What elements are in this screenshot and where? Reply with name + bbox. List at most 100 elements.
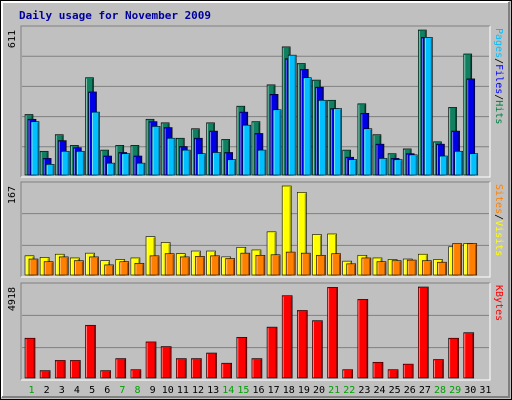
bar-fill xyxy=(333,108,342,176)
panel-bot-legend: KBytes xyxy=(493,285,504,321)
bar-pages-day-6 xyxy=(106,162,115,176)
bar-fill xyxy=(240,252,251,276)
bar-pages-day-30 xyxy=(469,153,479,176)
x-tick-label-day-21: 21 xyxy=(328,385,340,396)
bar-pages-day-4 xyxy=(76,150,85,176)
x-tick-label-day-1: 1 xyxy=(29,385,35,396)
bar-fill xyxy=(206,352,217,379)
bar-kbytes-day-13 xyxy=(206,352,217,379)
bar-sites-day-14 xyxy=(225,258,235,276)
bar-fill xyxy=(45,164,55,176)
bar-sites-day-23 xyxy=(361,257,372,276)
bar-fill xyxy=(227,159,236,176)
bar-pages-day-27 xyxy=(424,37,433,176)
bar-sites-day-29 xyxy=(452,243,462,276)
bar-fill xyxy=(452,243,462,276)
bar-kbytes-day-5 xyxy=(85,324,96,379)
bar-fill xyxy=(327,287,338,379)
bar-fill xyxy=(331,253,341,276)
bar-pages-day-21 xyxy=(333,108,342,176)
bar-fill xyxy=(149,255,160,276)
bar-kbytes-day-20 xyxy=(312,320,323,379)
bar-fill xyxy=(281,295,293,379)
bar-sites-day-28 xyxy=(437,261,447,276)
bar-fill xyxy=(121,153,131,176)
bar-kbytes-day-18 xyxy=(281,295,293,379)
bar-fill xyxy=(378,158,388,176)
bar-fill xyxy=(195,256,205,276)
bar-fill xyxy=(376,261,387,276)
bar-kbytes-day-12 xyxy=(191,358,202,379)
bar-fill xyxy=(297,310,308,379)
x-tick-label-day-19: 19 xyxy=(298,385,310,396)
bar-fill xyxy=(130,369,142,379)
bar-fill xyxy=(100,370,111,379)
bar-fill xyxy=(104,264,114,276)
bar-pages-day-7 xyxy=(121,153,131,176)
x-tick-label-day-2: 2 xyxy=(44,385,50,396)
bar-pages-day-28 xyxy=(439,155,448,176)
bar-fill xyxy=(469,153,479,176)
legend-item: Files xyxy=(493,64,504,94)
bar-fill xyxy=(145,341,157,379)
bar-pages-day-10 xyxy=(166,137,176,176)
panel-bot: 4918 KBytes xyxy=(7,282,504,381)
bar-fill xyxy=(387,369,399,379)
legend-item: / xyxy=(493,214,504,220)
bar-pages-day-5 xyxy=(91,111,100,176)
x-tick-label-day-11: 11 xyxy=(177,385,189,396)
bar-kbytes-day-8 xyxy=(130,369,142,379)
bar-fill xyxy=(454,150,463,176)
bar-fill xyxy=(242,124,252,176)
bar-fill xyxy=(363,128,373,176)
x-tick-label-day-28: 28 xyxy=(434,385,446,396)
bar-pages-day-8 xyxy=(136,162,146,176)
bar-kbytes-day-17 xyxy=(266,326,278,379)
bar-fill xyxy=(43,261,54,276)
bar-fill xyxy=(119,261,130,276)
bar-fill xyxy=(54,360,66,379)
bar-fill xyxy=(236,336,248,379)
x-tick-label-day-14: 14 xyxy=(222,385,234,396)
bar-sites-day-24 xyxy=(376,261,387,276)
x-tick-label-day-25: 25 xyxy=(389,385,401,396)
bar-fill xyxy=(402,363,414,379)
bar-fill xyxy=(151,126,161,176)
bar-fill xyxy=(342,369,354,379)
x-tick-label-day-23: 23 xyxy=(358,385,370,396)
bar-fill xyxy=(70,360,81,379)
bar-fill xyxy=(197,153,206,176)
x-tick-label-day-30: 30 xyxy=(464,385,476,396)
bar-fill xyxy=(28,258,39,276)
bar-sites-day-16 xyxy=(255,254,266,276)
bar-sites-day-7 xyxy=(119,261,130,276)
panel-top-inset-shadow xyxy=(20,25,490,177)
x-tick-label-day-13: 13 xyxy=(207,385,219,396)
bar-fill xyxy=(272,109,282,176)
x-tick-label-day-24: 24 xyxy=(374,385,386,396)
panel-top-ymax-label: 611 xyxy=(7,30,18,48)
panel-top: 611 Pages/Files/Hits xyxy=(7,25,504,178)
bar-kbytes-day-14 xyxy=(221,362,232,379)
bar-fill xyxy=(372,361,384,379)
bar-fill xyxy=(285,251,296,276)
bar-fill xyxy=(287,54,297,176)
x-tick-label-day-31: 31 xyxy=(479,385,491,396)
bar-fill xyxy=(316,254,326,276)
bar-sites-day-9 xyxy=(149,255,160,276)
bar-sites-day-25 xyxy=(391,260,402,276)
bar-fill xyxy=(303,77,312,176)
bar-fill xyxy=(60,150,70,176)
bar-sites-day-19 xyxy=(301,252,311,276)
legend-item: KBytes xyxy=(493,285,504,321)
panel-mid-ymax-label: 167 xyxy=(7,186,18,204)
bar-fill xyxy=(175,358,187,379)
bar-fill xyxy=(301,252,311,276)
legend-item: / xyxy=(493,58,504,64)
x-tick-label-day-3: 3 xyxy=(59,385,65,396)
bar-fill xyxy=(181,149,191,176)
bar-sites-day-17 xyxy=(270,254,281,276)
